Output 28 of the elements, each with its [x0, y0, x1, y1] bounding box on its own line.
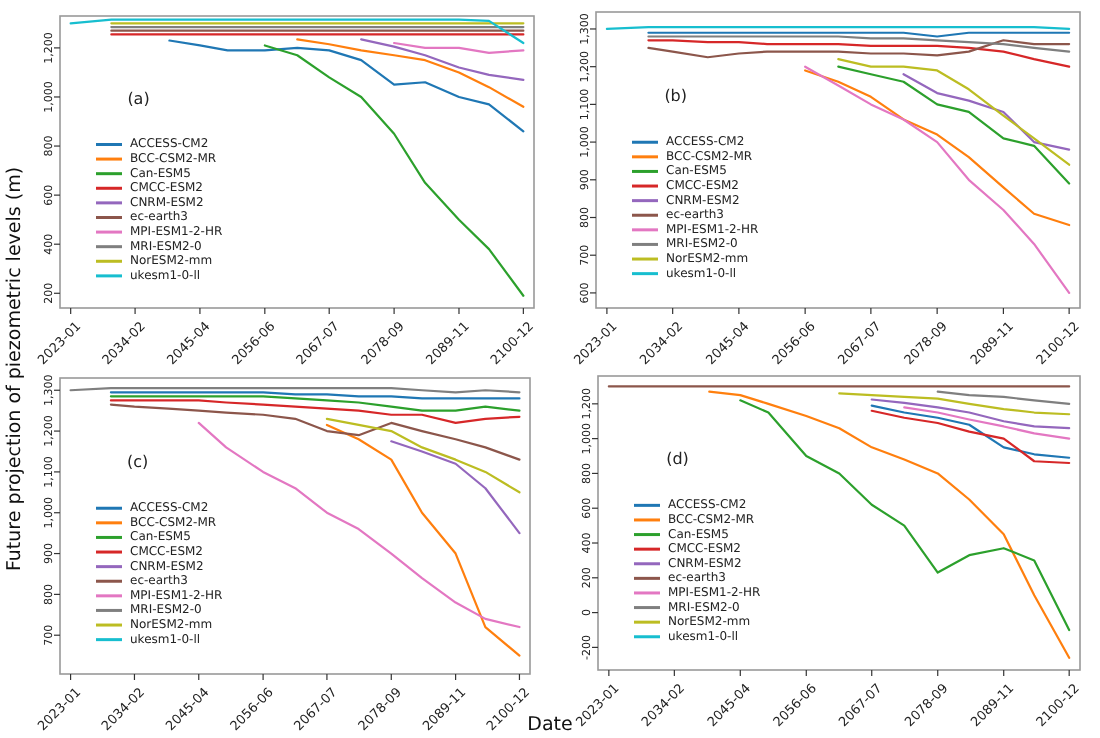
line-series	[804, 69, 1071, 227]
line-series	[325, 417, 521, 494]
x-axis-title: Date	[527, 714, 573, 736]
annotation: (c)	[127, 452, 149, 471]
line-series	[837, 58, 1071, 166]
annotation: (b)	[664, 86, 688, 105]
line-series	[360, 38, 525, 81]
line-series	[109, 399, 521, 425]
line-series	[69, 18, 525, 45]
line-series	[936, 390, 1071, 405]
line-series	[902, 73, 1071, 151]
line-series	[168, 39, 525, 133]
line-series	[804, 65, 1071, 295]
line-series	[647, 35, 1071, 53]
annotation: (a)	[127, 89, 150, 108]
line-series	[263, 44, 525, 297]
annotation: (d)	[666, 450, 689, 469]
line-series	[325, 423, 521, 657]
line-series	[837, 65, 1071, 185]
y-axis-title: Future projection of piezometric levels (m)	[4, 166, 26, 572]
line-series	[296, 38, 525, 108]
line-series	[903, 406, 1071, 440]
line-series	[838, 392, 1071, 416]
line-series	[109, 395, 521, 412]
line-series	[647, 39, 1071, 59]
line-series	[870, 398, 1071, 430]
line-series	[390, 440, 521, 535]
line-series	[647, 39, 1071, 68]
